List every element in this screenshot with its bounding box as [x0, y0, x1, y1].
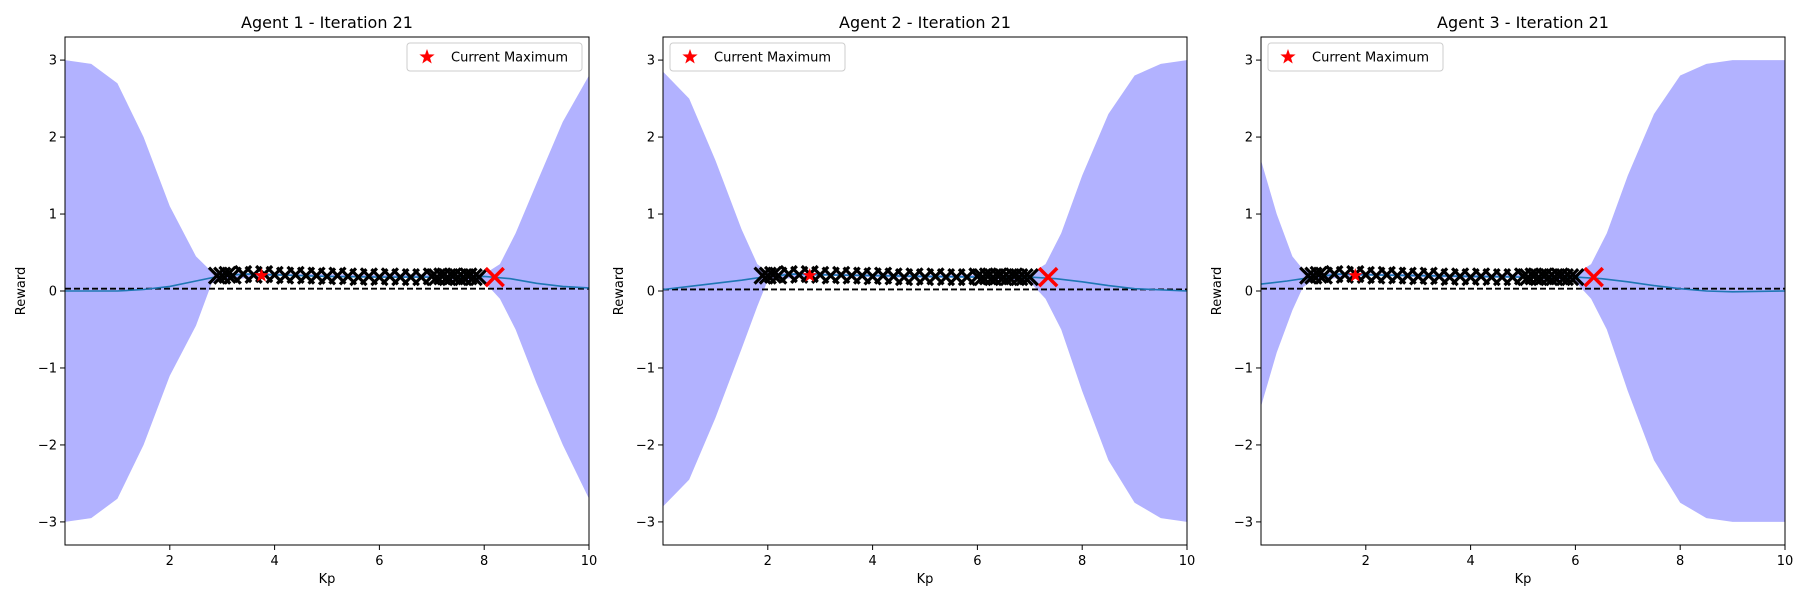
legend: Current Maximum [1267, 42, 1444, 72]
x-axis-label: Kp [917, 572, 934, 587]
observation-marker [469, 268, 489, 287]
observation-marker [1566, 268, 1585, 287]
x-tick-label: 4 [270, 554, 278, 569]
observation-marker-stroke-b [1020, 268, 1039, 287]
x-tick-label: 6 [1571, 554, 1579, 569]
observation-marker-stroke-b [1566, 268, 1585, 287]
legend-star-icon [419, 49, 435, 64]
y-tick-label: −2 [38, 438, 57, 453]
mean-line [65, 273, 589, 292]
confidence-band [1261, 60, 1785, 522]
legend-label: Current Maximum [714, 51, 831, 66]
legend-label: Current Maximum [1312, 51, 1429, 66]
legend-star-icon [1280, 49, 1296, 64]
x-tick-label: 6 [973, 554, 981, 569]
y-tick-label: −3 [38, 515, 57, 530]
y-tick-label: −2 [636, 438, 655, 453]
observation-marker-stroke-b [469, 268, 489, 287]
mean-line [663, 273, 1187, 292]
observation-marker-stroke-b [1561, 268, 1580, 287]
plot-area [65, 60, 589, 522]
y-tick-label: 2 [647, 131, 655, 146]
y-tick-label: 0 [49, 285, 57, 300]
x-tick-label: 4 [1466, 554, 1474, 569]
y-tick-label: −1 [38, 361, 57, 376]
legend-star-icon [682, 49, 698, 64]
y-tick-label: −1 [1234, 361, 1253, 376]
next-point-marker [484, 266, 505, 288]
x-tick-label: 2 [166, 554, 174, 569]
plot-area [663, 60, 1187, 522]
y-tick-label: 3 [647, 54, 655, 69]
legend: Current Maximum [406, 42, 583, 72]
current-maximum-star [802, 268, 817, 282]
x-tick-label: 10 [1777, 554, 1794, 569]
chart-title: Agent 2 - Iteration 21 [839, 13, 1011, 32]
current-maximum-star [1348, 268, 1363, 282]
x-tick-label: 2 [764, 554, 772, 569]
observation-markers [1299, 264, 1585, 287]
y-tick-label: 0 [1245, 285, 1253, 300]
observation-marker [1561, 268, 1580, 287]
y-tick-label: −3 [1234, 515, 1253, 530]
legend-box [1267, 42, 1444, 72]
x-tick-label: 10 [581, 554, 598, 569]
x-tick-label: 4 [868, 554, 876, 569]
legend-label: Current Maximum [451, 51, 568, 66]
observation-marker [1015, 268, 1034, 287]
y-axis-label: Reward [14, 267, 29, 315]
chart-title: Agent 3 - Iteration 21 [1437, 13, 1609, 32]
plot-area [1261, 60, 1785, 522]
x-tick-label: 6 [375, 554, 383, 569]
observation-marker [464, 268, 483, 287]
x-tick-label: 8 [1676, 554, 1684, 569]
observation-marker-stroke-b [1309, 265, 1328, 284]
observation-marker-stroke-b [1015, 268, 1034, 287]
y-tick-label: 2 [49, 131, 57, 146]
x-tick-label: 2 [1362, 554, 1370, 569]
y-tick-label: 1 [647, 208, 655, 223]
y-tick-label: 0 [647, 285, 655, 300]
observation-marker-stroke-b [763, 265, 783, 284]
y-tick-label: 3 [1245, 54, 1253, 69]
chart-panel-3: 2 4 6 8 10 −3 −2 −1 0 1 2 3 Agent 3 - Iteration 21 Kp… [1210, 13, 1793, 587]
observation-markers [207, 264, 489, 287]
x-tick-label: 8 [480, 554, 488, 569]
next-point-marker-stroke-b [484, 266, 505, 288]
x-tick-label: 10 [1179, 554, 1196, 569]
observation-marker [218, 265, 237, 284]
observation-markers [753, 264, 1039, 287]
current-maximum-star [254, 268, 269, 282]
y-tick-label: −3 [636, 515, 655, 530]
observation-marker [1309, 265, 1328, 284]
y-tick-label: −2 [1234, 438, 1253, 453]
next-point-marker [1037, 266, 1059, 288]
chart-panel-2: 2 4 6 8 10 −3 −2 −1 0 1 2 3 Agent 2 - Iteration 21 Kp… [612, 13, 1195, 587]
next-point-marker-stroke-b [1583, 266, 1604, 288]
x-tick-label: 8 [1078, 554, 1086, 569]
x-axis-label: Kp [319, 572, 336, 587]
x-axis-label: Kp [1515, 572, 1532, 587]
confidence-band [65, 60, 589, 522]
y-tick-label: 2 [1245, 131, 1253, 146]
chart-title: Agent 1 - Iteration 21 [241, 13, 413, 32]
y-tick-label: 1 [1245, 208, 1253, 223]
y-axis-label: Reward [612, 267, 627, 315]
legend-box [406, 42, 583, 72]
legend: Current Maximum [669, 42, 846, 72]
y-tick-label: 3 [49, 54, 57, 69]
observation-marker-stroke-b [464, 268, 483, 287]
legend-box [669, 42, 846, 72]
observation-marker-stroke-b [218, 265, 237, 284]
confidence-band [663, 60, 1187, 522]
next-point-marker [1583, 266, 1604, 288]
observation-marker [763, 265, 783, 284]
observation-marker [1020, 268, 1039, 287]
y-axis-label: Reward [1210, 267, 1225, 315]
next-point-marker-stroke-b [1037, 266, 1059, 288]
chart-panel-1: 2 4 6 8 10 −3 −2 −1 0 1 2 3 Agent 1 - Iteration 21 Kp… [14, 13, 597, 587]
y-tick-label: −1 [636, 361, 655, 376]
y-tick-label: 1 [49, 208, 57, 223]
